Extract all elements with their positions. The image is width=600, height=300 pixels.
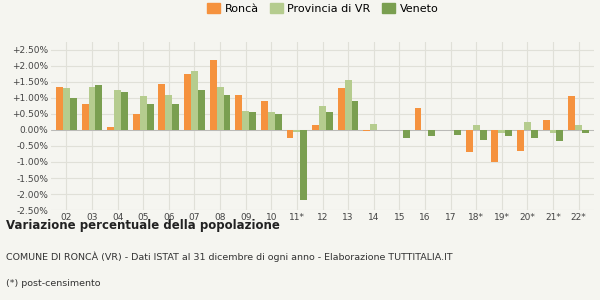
Bar <box>352 101 358 130</box>
Bar <box>524 122 531 130</box>
Bar <box>114 90 121 130</box>
Text: Variazione percentuale della popolazione: Variazione percentuale della popolazione <box>6 219 280 232</box>
Bar <box>172 104 179 130</box>
Bar <box>63 88 70 130</box>
Bar <box>242 111 249 130</box>
Bar <box>454 130 461 135</box>
Bar <box>209 60 217 130</box>
Bar <box>344 80 352 130</box>
Bar <box>550 130 556 133</box>
Bar <box>370 124 377 130</box>
Bar <box>575 125 582 130</box>
Bar <box>582 130 589 133</box>
Bar <box>146 104 154 130</box>
Bar <box>531 130 538 138</box>
Bar <box>191 71 198 130</box>
Bar <box>403 130 410 138</box>
Bar <box>505 130 512 136</box>
Bar <box>301 130 307 200</box>
Bar <box>268 112 275 130</box>
Bar <box>166 95 172 130</box>
Bar <box>224 95 230 130</box>
Text: (*) post-censimento: (*) post-censimento <box>6 279 101 288</box>
Bar <box>428 130 436 136</box>
Bar <box>95 85 103 130</box>
Bar <box>517 130 524 151</box>
Bar <box>568 96 575 130</box>
Bar <box>491 130 499 162</box>
Bar <box>542 120 550 130</box>
Bar <box>107 127 114 130</box>
Bar <box>133 114 140 130</box>
Bar <box>499 130 505 133</box>
Bar <box>121 92 128 130</box>
Bar <box>473 125 479 130</box>
Bar <box>275 114 281 130</box>
Bar <box>287 130 293 138</box>
Bar <box>338 88 344 130</box>
Bar <box>466 130 473 152</box>
Bar <box>82 104 89 130</box>
Bar <box>184 74 191 130</box>
Bar <box>89 87 95 130</box>
Bar <box>319 106 326 130</box>
Text: COMUNE DI RONCÀ (VR) - Dati ISTAT al 31 dicembre di ogni anno - Elaborazione TUT: COMUNE DI RONCÀ (VR) - Dati ISTAT al 31 … <box>6 252 452 262</box>
Bar <box>56 87 63 130</box>
Bar <box>217 87 224 130</box>
Bar <box>326 112 333 130</box>
Bar <box>70 98 77 130</box>
Bar <box>312 125 319 130</box>
Bar <box>158 84 166 130</box>
Bar <box>249 112 256 130</box>
Legend: Roncà, Provincia di VR, Veneto: Roncà, Provincia di VR, Veneto <box>205 1 440 16</box>
Bar <box>415 108 421 130</box>
Bar <box>261 101 268 130</box>
Bar <box>198 90 205 130</box>
Bar <box>140 96 146 130</box>
Bar <box>556 130 563 141</box>
Bar <box>235 95 242 130</box>
Bar <box>479 130 487 140</box>
Bar <box>293 130 301 132</box>
